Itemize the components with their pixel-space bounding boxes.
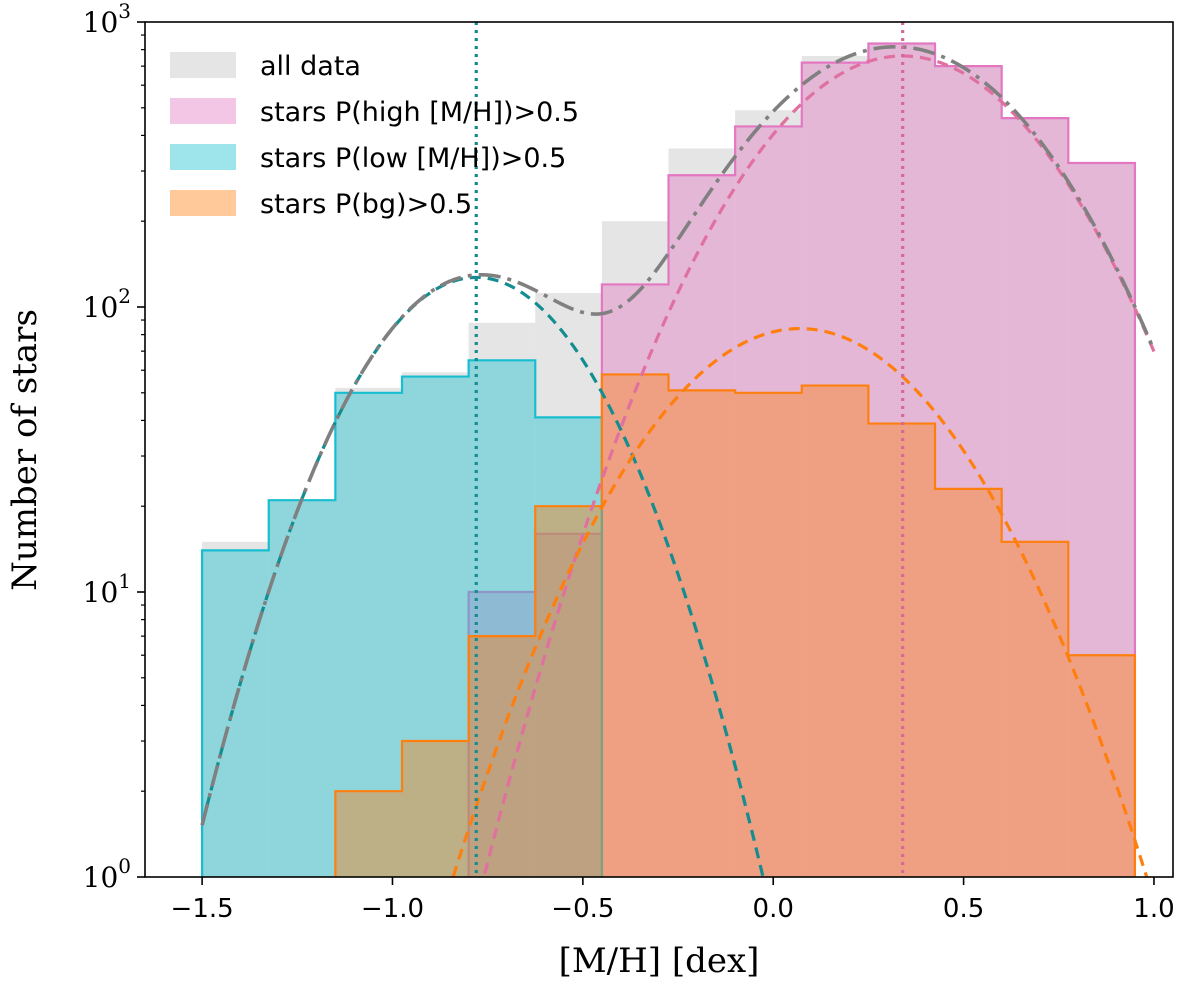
hist-bar-all-data [601, 221, 669, 877]
hist-bar-low-mh [202, 550, 269, 877]
x-axis-label: [M/H] [dex] [559, 941, 760, 981]
x-tick-label: 0.5 [943, 894, 984, 924]
hist-outline-high-mh [467, 42, 1137, 877]
hist-bar-bg [468, 636, 536, 877]
legend-swatch [170, 190, 236, 216]
hist-outline-low-mh [201, 359, 603, 877]
hist-bar-all-data [801, 55, 869, 877]
hist-bar-bg [335, 791, 402, 877]
curve-total-model [200, 44, 1156, 826]
hist-bar-all-data [535, 292, 602, 877]
hist-bar-high-mh [535, 533, 602, 877]
legend-label: stars P(high [M/H])>0.5 [260, 97, 579, 128]
hist-bar-bg [535, 506, 602, 877]
y-axis-label: Number of stars [5, 309, 45, 591]
hist-bar-all-data [668, 148, 736, 877]
hist-bar-all-data [868, 42, 936, 877]
x-tick-label: −0.5 [551, 894, 614, 924]
legend: all data stars P(high [M/H])>0.5 stars P(l… [170, 51, 579, 220]
histogram-layer [201, 42, 1137, 877]
legend-label: all data [260, 51, 361, 82]
hist-bar-all-data [202, 541, 269, 877]
hist-bar-bg [935, 488, 1002, 877]
curve-layer [200, 44, 1156, 877]
x-tick-label: −1.5 [171, 894, 234, 924]
hist-bar-all-data [1001, 118, 1069, 877]
legend-label: stars P(low [M/H])>0.5 [260, 143, 566, 174]
hist-bar-all-data [468, 322, 536, 877]
y-tick-label: 100 [83, 854, 131, 894]
legend-swatch [170, 52, 236, 78]
curve-high-component [482, 54, 1156, 877]
hist-bar-high-mh [1001, 118, 1069, 877]
hist-bar-bg [402, 741, 469, 877]
hist-bar-bg [1001, 541, 1069, 877]
hist-outline-bg [334, 373, 1137, 877]
hist-bar-high-mh [935, 66, 1002, 877]
hist-bar-bg [668, 390, 736, 877]
x-tick-label: −1.0 [361, 894, 424, 924]
hist-bar-bg [735, 392, 802, 877]
hist-bar-all-data [735, 110, 802, 877]
hist-bar-low-mh [268, 500, 336, 877]
hist-bar-low-mh [335, 392, 402, 877]
hist-bar-all-data [935, 66, 1002, 877]
hist-bar-low-mh [402, 376, 469, 877]
vline-layer [474, 22, 905, 877]
axes-layer: −1.5 −1.0 −0.5 0.0 0.5 1.0 100 101 102 103 [83, 0, 1175, 924]
y-tick-label: 102 [83, 284, 131, 324]
hist-bar-low-mh [468, 360, 536, 877]
hist-bar-bg [801, 385, 869, 877]
x-tick-label: 0.0 [753, 894, 794, 924]
hist-bar-high-mh [735, 126, 802, 877]
hist-bar-bg [1068, 655, 1135, 877]
hist-bar-all-data [335, 387, 402, 877]
y-tick-label: 101 [83, 569, 131, 609]
y-tick-label: 103 [83, 0, 131, 39]
hist-bar-bg [868, 423, 936, 877]
hist-bar-high-mh [601, 284, 669, 877]
legend-swatch [170, 144, 236, 170]
hist-bar-all-data [402, 372, 469, 877]
curve-low-component [200, 275, 765, 877]
legend-swatch [170, 98, 236, 124]
hist-bar-high-mh [801, 62, 869, 877]
x-tick-label: 1.0 [1133, 894, 1174, 924]
plot-frame [144, 21, 1174, 878]
legend-label: stars P(bg)>0.5 [260, 189, 472, 220]
